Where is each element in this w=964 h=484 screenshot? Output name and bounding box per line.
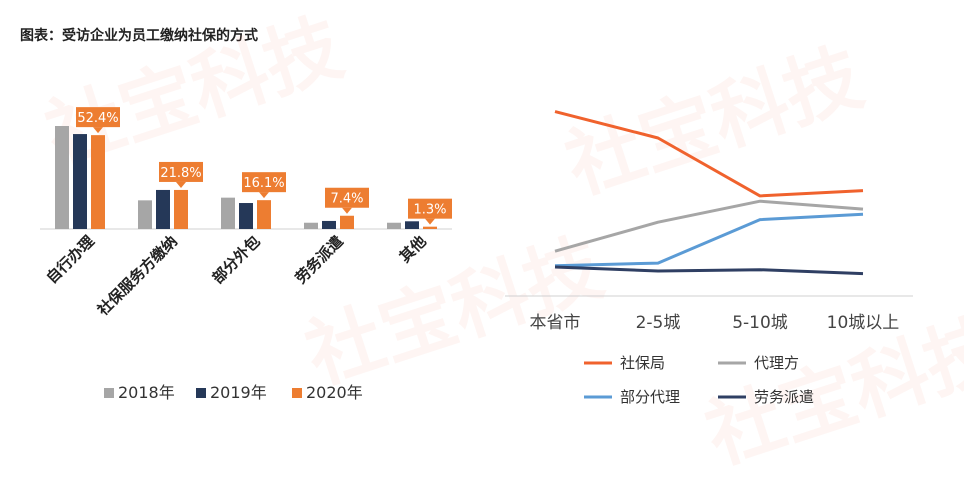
line-series-0 — [554, 110, 864, 198]
bar-legend-label-0: 2018年 — [118, 383, 175, 402]
bar-2018-4 — [387, 222, 401, 229]
line-legend-label-2: 部分代理 — [620, 388, 680, 406]
data-label-pointer-3 — [342, 207, 352, 214]
line-tick-label-2: 5-10城 — [732, 313, 788, 333]
bar-legend-swatch-0 — [104, 388, 114, 398]
data-label-box-0 — [76, 107, 120, 128]
bar-2020-3 — [340, 215, 354, 229]
line-legend-label-1: 代理方 — [754, 354, 799, 372]
bar-2019-0 — [73, 134, 87, 229]
chart-canvas: 52.4% 自行办理 21.8% 社保服务方缴纳 16.1% 部分外包 7.4% 劳务派遣 1.… — [40, 107, 913, 406]
line-series-2 — [554, 212, 864, 268]
bar-2018-3 — [304, 222, 318, 229]
bar-legend-label-2: 2020年 — [306, 383, 363, 402]
bar-legend-label-1: 2019年 — [210, 383, 267, 402]
line-series-1 — [554, 199, 864, 253]
bar-2020-4 — [423, 226, 437, 229]
data-label-box-1 — [159, 161, 203, 182]
data-label-pointer-1 — [176, 181, 186, 188]
data-label-1: 21.8% — [160, 166, 201, 181]
data-label-0: 52.4% — [77, 111, 118, 126]
line-legend-label-3: 劳务派遣 — [754, 388, 814, 406]
bar-2018-2 — [221, 197, 235, 229]
bar-2020-1 — [174, 189, 188, 229]
line-series-3 — [554, 265, 864, 276]
bar-2019-1 — [156, 189, 170, 229]
line-tick-label-3: 10城以上 — [827, 313, 900, 333]
bar-legend-swatch-2 — [292, 388, 302, 398]
data-label-4: 1.3% — [413, 203, 446, 218]
bar-2019-2 — [239, 203, 253, 229]
bar-category-label-4: 其他 — [396, 232, 430, 266]
data-label-3: 7.4% — [330, 192, 363, 207]
line-legend-label-0: 社保局 — [620, 354, 665, 372]
bar-2019-4 — [405, 221, 419, 229]
bar-2020-0 — [91, 135, 105, 229]
bar-2020-2 — [257, 200, 271, 229]
data-label-pointer-4 — [425, 218, 435, 225]
line-tick-label-0: 本省市 — [530, 313, 581, 333]
data-label-pointer-2 — [259, 192, 269, 199]
bar-2019-3 — [322, 220, 336, 229]
data-label-box-4 — [408, 198, 452, 219]
data-label-box-3 — [325, 187, 369, 208]
page-title: 图表：受访企业为员工缴纳社保的方式 — [20, 28, 258, 44]
bar-legend-swatch-1 — [196, 388, 206, 398]
bar-category-label-2: 部分外包 — [209, 232, 264, 287]
data-label-box-2 — [242, 172, 286, 193]
data-label-pointer-0 — [93, 127, 103, 134]
data-label-2: 16.1% — [243, 176, 284, 191]
bar-2018-1 — [138, 200, 152, 229]
bar-category-label-1: 社保服务方缴纳 — [93, 232, 181, 320]
bar-category-label-0: 自行办理 — [43, 232, 98, 287]
bar-2018-0 — [55, 126, 69, 229]
bar-category-label-3: 劳务派遣 — [292, 232, 347, 287]
line-tick-label-1: 2-5城 — [636, 313, 681, 333]
